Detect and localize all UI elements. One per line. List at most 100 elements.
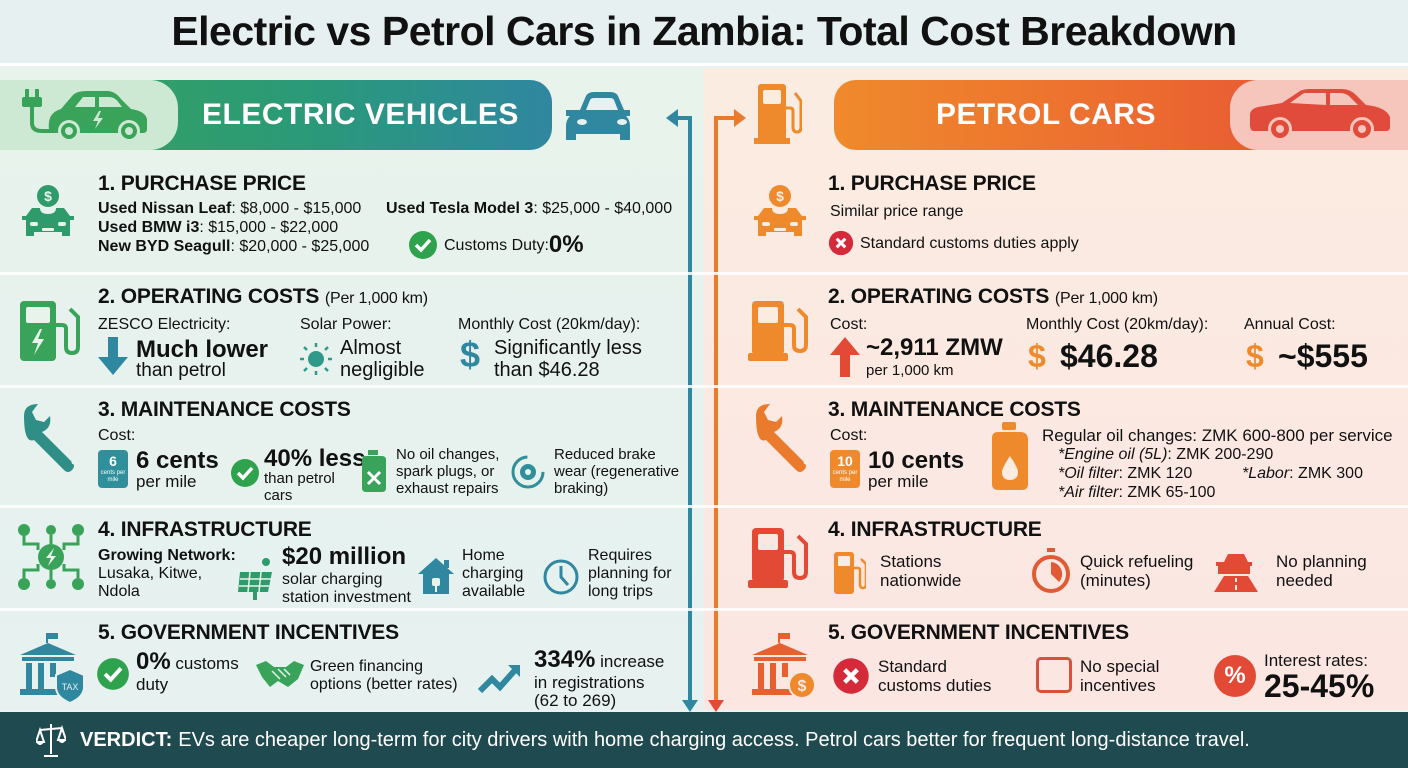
ev-monthly-value-2: than $46.28 <box>494 359 600 381</box>
stopwatch-icon <box>1032 548 1070 593</box>
dollar-icon: $ <box>1246 338 1264 374</box>
x-circle-icon <box>828 230 854 256</box>
arrow-up-icon <box>830 337 860 377</box>
charging-station-icon <box>16 295 86 370</box>
zesco-label: ZESCO Electricity: <box>98 316 231 333</box>
ev-maint-cost-value: 6 cents <box>136 447 219 474</box>
car-dollar-icon: $ <box>748 182 812 247</box>
petrol-monthly-value: $46.28 <box>1060 338 1158 374</box>
network-label: Growing Network: <box>98 547 236 564</box>
solar-panel-icon <box>238 558 272 600</box>
interest-label: Interest rates: <box>1264 651 1368 670</box>
ev-infrastructure-section: 4. INFRASTRUCTURE Growing Network: Lusak… <box>0 505 704 608</box>
labor-value: : ZMK 300 <box>1289 465 1363 482</box>
ev-customs-2: duty <box>136 675 169 694</box>
home-charging-3: available <box>462 583 526 600</box>
quick-refuel-1: Quick refueling <box>1080 552 1194 571</box>
svg-text:TAX: TAX <box>62 682 79 692</box>
std-customs-1: Standard <box>878 657 947 676</box>
solar-value-1: Almost <box>340 337 402 359</box>
registration-2: in registrations <box>534 673 645 692</box>
petrol-purchase-title: 1. PURCHASE PRICE <box>828 172 1036 195</box>
home-charging-1: Home <box>462 547 505 564</box>
petrol-annual-value: ~$555 <box>1278 338 1368 374</box>
home-charging-icon <box>418 558 454 594</box>
petrol-cost-value: ~2,911 ZMW <box>866 334 1003 361</box>
wrench-icon <box>16 402 86 477</box>
ev-operating-subtitle: (Per 1,000 km) <box>324 290 428 307</box>
ev-maint-less-sub-1: than petrol <box>264 470 335 487</box>
stations-1: Stations <box>880 552 942 571</box>
ev-plug-car-icon <box>0 80 178 150</box>
flow-arrow-teal <box>666 109 698 712</box>
registration-1: increase <box>595 652 665 671</box>
byd-seagull-price: : $20,000 - $25,000 <box>230 238 370 255</box>
sun-icon <box>300 343 332 375</box>
petrol-monthly-label: Monthly Cost (20km/day): <box>1026 316 1209 333</box>
brake-3: braking) <box>554 480 609 497</box>
car-dollar-icon: $ <box>16 182 80 247</box>
electric-header: ELECTRIC VEHICLES <box>0 80 552 150</box>
ev-customs-1: customs <box>170 654 239 673</box>
electric-column: ELECTRIC VEHICLES $ 1. PURCHASE PRICE Us… <box>0 68 704 712</box>
petrol-header-label: PETROL CARS <box>936 98 1156 131</box>
petrol-maint-cost-unit: per mile <box>868 472 929 491</box>
standard-customs: Standard customs duties apply <box>860 234 1079 252</box>
planning-2: planning for <box>588 565 672 582</box>
ev-maint-less-sub-2: cars <box>264 487 293 504</box>
no-oil-2: spark plugs, or <box>396 463 495 480</box>
petrol-infrastructure-section: 4. INFRASTRUCTURE Stations nationwide Qu… <box>704 505 1408 608</box>
ev-customs-zero: 0% <box>136 648 171 675</box>
sedan-car-icon <box>1230 80 1408 150</box>
interest-value: 25-45% <box>1264 668 1375 704</box>
x-circle-icon <box>833 658 869 694</box>
network-cities-2: Ndola <box>98 583 140 600</box>
brake-1: Reduced brake <box>554 446 656 463</box>
no-special-2: incentives <box>1080 676 1156 695</box>
check-icon <box>409 231 437 259</box>
handshake-icon <box>256 661 304 687</box>
petrol-header: PETROL CARS <box>834 80 1408 150</box>
empty-checkbox-icon <box>1036 657 1072 693</box>
petrol-incentives-section: $ 5. GOVERNMENT INCENTIVES Standard cust… <box>704 608 1408 710</box>
solar-label: Solar Power: <box>300 316 392 333</box>
bmw-i3-price: : $15,000 - $22,000 <box>199 219 339 236</box>
oil-filter-label: *Oil filter <box>1058 465 1119 482</box>
no-oil-3: exhaust repairs <box>396 480 499 497</box>
wrench-icon <box>748 402 818 477</box>
oil-change-header: Regular oil changes: ZMK 600-800 per ser… <box>1042 426 1393 445</box>
percent-icon: % <box>1214 655 1256 697</box>
customs-duty-value: 0% <box>548 231 584 258</box>
petrol-operating-title: 2. OPERATING COSTS (Per 1,000 km) <box>828 285 1158 308</box>
quick-refuel-2: (minutes) <box>1080 571 1151 590</box>
planning-1: Requires <box>588 547 653 564</box>
verdict-label: VERDICT: <box>80 728 173 751</box>
trend-up-icon <box>478 665 520 694</box>
green-financing-1: Green financing <box>310 658 423 675</box>
petrol-maint-cost-value: 10 cents <box>868 447 965 474</box>
government-dollar-icon: $ <box>748 633 818 708</box>
ev-maint-cost-label: Cost: <box>98 427 136 444</box>
home-charging-2: charging <box>462 565 524 582</box>
no-planning-1: No planning <box>1276 552 1367 571</box>
regen-brake-icon <box>511 455 545 489</box>
tesla-model3-label: Used Tesla Model 3 <box>386 200 534 217</box>
green-financing-2: options (better rates) <box>310 676 458 693</box>
solar-investment-value: $20 million <box>282 543 407 570</box>
petrol-incentives-title: 5. GOVERNMENT INCENTIVES <box>828 621 1129 644</box>
car-front-icon <box>566 90 638 151</box>
tesla-model3-price: : $25,000 - $40,000 <box>533 200 673 217</box>
byd-seagull-label: New BYD Seagull <box>98 238 231 255</box>
air-filter-value: : ZMK 65-100 <box>1118 484 1216 501</box>
brake-2: wear (regenerative <box>554 463 680 480</box>
svg-text:$: $ <box>798 678 807 695</box>
charging-network-icon <box>16 522 86 597</box>
verdict-text: EVs are cheaper long-term for city drive… <box>178 728 1250 751</box>
ev-monthly-label: Monthly Cost (20km/day): <box>458 316 641 333</box>
petrol-maintenance-section: 3. MAINTENANCE COSTS Cost: 10 cents per m… <box>704 385 1408 505</box>
petrol-cost-label: Cost: <box>830 316 868 333</box>
ev-maint-less-value: 40% less <box>264 445 366 472</box>
no-planning-2: needed <box>1276 571 1333 590</box>
dollar-icon: $ <box>460 334 481 375</box>
ev-incentives-title: 5. GOVERNMENT INCENTIVES <box>98 621 399 644</box>
